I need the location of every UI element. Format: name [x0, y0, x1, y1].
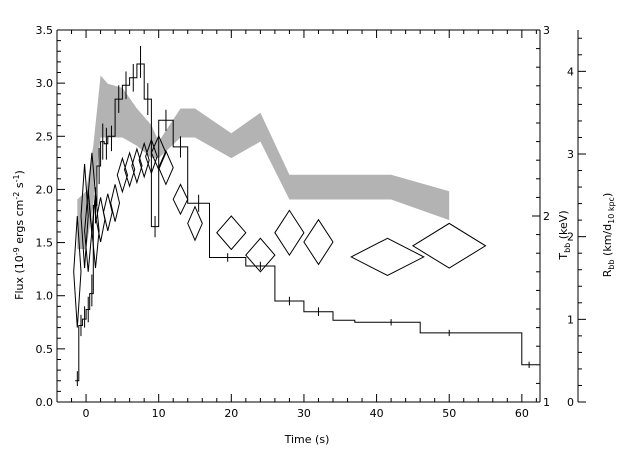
temperature-diamond — [73, 215, 82, 328]
temperature-diamond — [411, 222, 487, 269]
temperature-diamond — [158, 149, 174, 186]
temperature-diamond — [110, 184, 121, 222]
temperature-diamond — [350, 237, 425, 277]
y-outer-tick-label: 2 — [567, 231, 574, 244]
y-left-tick-label: 1.0 — [36, 290, 54, 303]
flux-histogram — [75, 63, 537, 382]
temperature-diamond — [91, 193, 100, 269]
temperature-diamond — [172, 183, 189, 216]
y-axis-right-outer-label: Rbb (km/d10 kpc) — [601, 193, 616, 278]
y-left-tick-label: 2.0 — [36, 183, 54, 196]
x-axis-label: Time (s) — [284, 433, 330, 446]
y-axis-right-inner-label: Tbb (keV) — [557, 210, 572, 260]
y-left-tick-label: 0.5 — [36, 343, 54, 356]
y-left-tick-label: 2.5 — [36, 130, 54, 143]
temperature-diamond — [274, 209, 305, 257]
temperature-diamond — [131, 147, 143, 185]
temperature-diamond — [145, 138, 158, 175]
x-tick-label: 50 — [442, 407, 456, 420]
x-tick-label: 40 — [370, 407, 384, 420]
y-axis-left-label: Flux (10-9 ergs cm-2 s-1) — [12, 170, 26, 300]
y-outer-tick-label: 0 — [567, 396, 574, 409]
temperature-diamond-layer — [73, 134, 487, 328]
x-tick-label: 60 — [515, 407, 529, 420]
flux-histogram-layer — [75, 45, 537, 387]
temperature-diamond — [150, 134, 167, 171]
temperature-diamond — [102, 193, 113, 232]
y-left-tick-label: 3.0 — [36, 77, 54, 90]
radius-band-layer — [77, 75, 450, 250]
y-left-tick-label: 0.0 — [36, 396, 54, 409]
x-tick-label: 0 — [83, 407, 90, 420]
y-outer-tick-label: 1 — [567, 313, 574, 326]
temperature-diamond — [80, 163, 89, 269]
radius-band — [77, 75, 450, 250]
y-left-tick-label: 1.5 — [36, 237, 54, 250]
x-tick-label: 20 — [224, 407, 238, 420]
temperature-diamond — [216, 215, 247, 251]
temperature-diamond — [187, 205, 203, 242]
y-outer-tick-label: 4 — [567, 65, 574, 78]
y-inner-tick-label: 1 — [543, 396, 550, 409]
y-outer-tick-label: 3 — [567, 148, 574, 161]
y-inner-tick-label: 3 — [543, 24, 550, 37]
temperature-diamond — [303, 218, 334, 266]
temperature-diamond — [138, 141, 150, 179]
x-tick-label: 10 — [152, 407, 166, 420]
temperature-diamond — [116, 156, 129, 194]
x-tick-label: 30 — [297, 407, 311, 420]
temperature-diamond — [123, 151, 136, 188]
y-left-tick-label: 3.5 — [36, 24, 54, 37]
y-inner-tick-label: 2 — [543, 210, 550, 223]
axes-layer: 0 10 20 30 40 50 600.00.51.01.52.02.53.03.5123… — [36, 24, 586, 420]
